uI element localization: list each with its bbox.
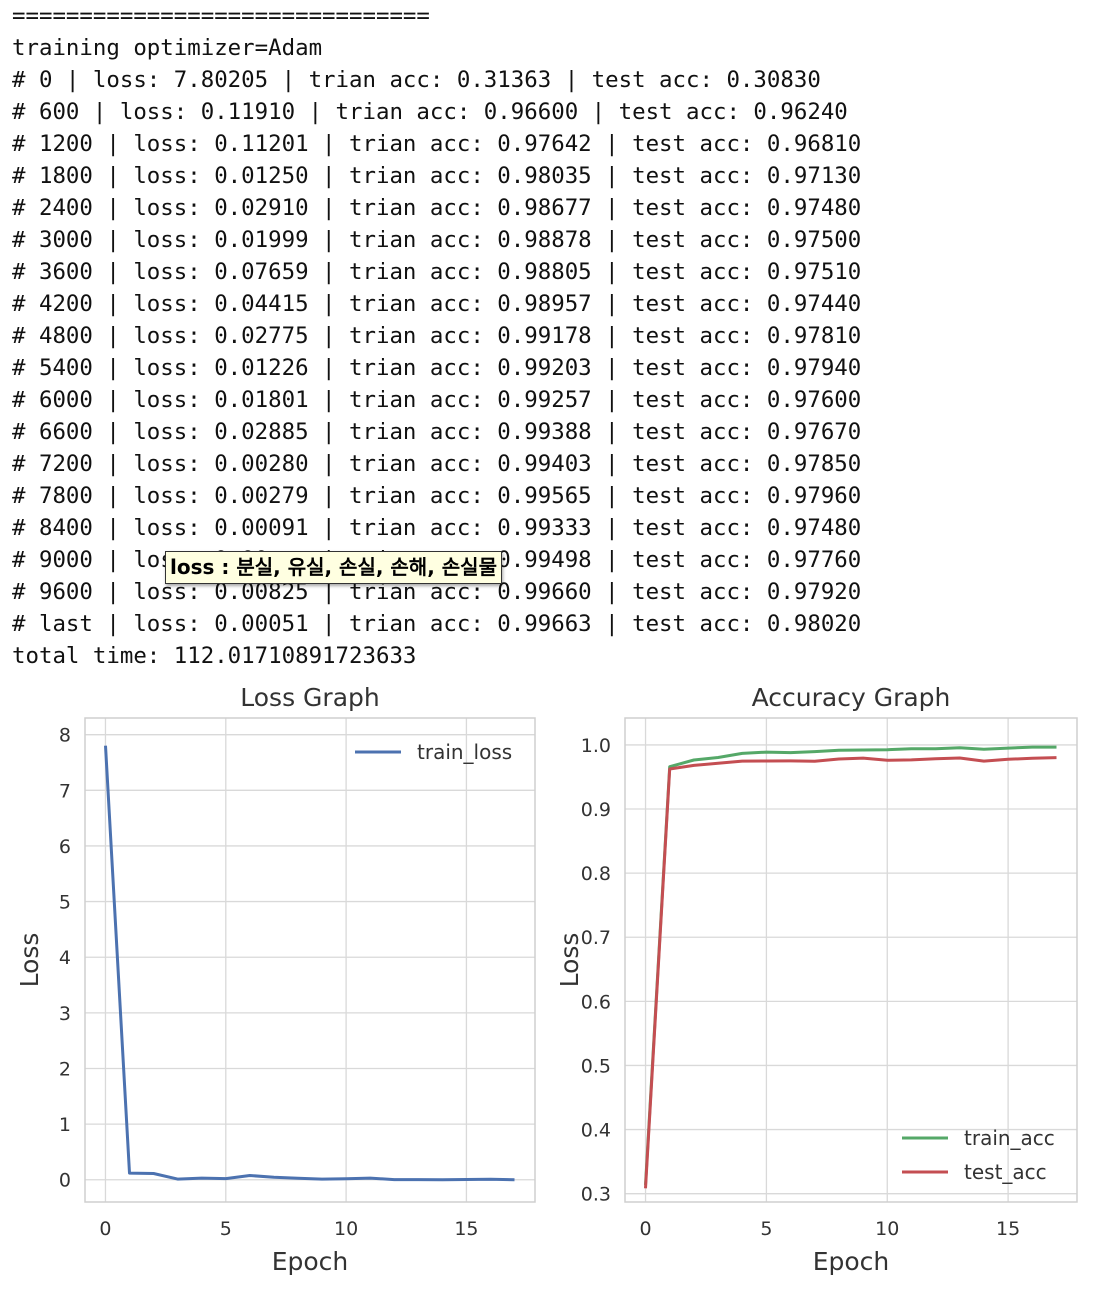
log-line: # 2400 | loss: 0.02910 | trian acc: 0.98… bbox=[12, 195, 862, 221]
log-separator: =============================== bbox=[12, 3, 430, 29]
chart-title: Loss Graph bbox=[240, 683, 379, 712]
log-line: # 1200 | loss: 0.11201 | trian acc: 0.97… bbox=[12, 131, 862, 157]
log-line: # 5400 | loss: 0.01226 | trian acc: 0.99… bbox=[12, 355, 862, 381]
x-axis-label: Epoch bbox=[813, 1247, 890, 1276]
y-tick-label: 0.9 bbox=[581, 799, 611, 821]
x-axis-label: Epoch bbox=[272, 1247, 349, 1276]
plot-frame bbox=[624, 717, 1078, 1203]
log-line: # 7200 | loss: 0.00280 | trian acc: 0.99… bbox=[12, 451, 862, 477]
x-tick-label: 10 bbox=[334, 1218, 358, 1240]
x-tick-label: 0 bbox=[639, 1218, 651, 1240]
y-tick-label: 7 bbox=[59, 780, 71, 802]
log-total-time: total time: 112.01710891723633 bbox=[12, 643, 417, 669]
y-tick-label: 2 bbox=[59, 1058, 71, 1080]
log-line: # 6000 | loss: 0.01801 | trian acc: 0.99… bbox=[12, 387, 862, 413]
log-line: # last | loss: 0.00051 | trian acc: 0.99… bbox=[12, 611, 862, 637]
log-line: # 0 | loss: 7.80205 | trian acc: 0.31363… bbox=[12, 67, 821, 93]
log-line: # 6600 | loss: 0.02885 | trian acc: 0.99… bbox=[12, 419, 862, 445]
y-tick-label: 1 bbox=[59, 1114, 71, 1136]
x-tick-label: 10 bbox=[875, 1218, 899, 1240]
log-line: # 4800 | loss: 0.02775 | trian acc: 0.99… bbox=[12, 323, 862, 349]
y-tick-label: 4 bbox=[59, 947, 71, 969]
y-tick-label: 0.4 bbox=[581, 1120, 611, 1142]
x-tick-label: 15 bbox=[454, 1218, 478, 1240]
legend: train_loss bbox=[355, 740, 512, 764]
log-line: # 7800 | loss: 0.00279 | trian acc: 0.99… bbox=[12, 483, 862, 509]
legend-label: train_loss bbox=[417, 740, 512, 764]
log-header: training optimizer=Adam bbox=[12, 35, 323, 61]
y-tick-label: 0.5 bbox=[581, 1055, 611, 1077]
y-tick-label: 5 bbox=[59, 892, 71, 914]
log-line: # 3600 | loss: 0.07659 | trian acc: 0.98… bbox=[12, 259, 862, 285]
plot-frame bbox=[84, 717, 536, 1203]
y-tick-label: 0.7 bbox=[581, 927, 611, 949]
log-line: # 600 | loss: 0.11910 | trian acc: 0.966… bbox=[12, 99, 848, 125]
chart-title: Accuracy Graph bbox=[752, 683, 951, 712]
dictionary-tooltip: loss : 분실, 유실, 손실, 손해, 손실물 bbox=[165, 551, 502, 584]
accuracy-chart: 0 5 10 15 0.3 0.4 0.5 0.6 0.7 0.8 0.9 1.0 Accuracy G… bbox=[555, 683, 1078, 1276]
y-tick-label: 1.0 bbox=[581, 735, 611, 757]
y-tick-label: 6 bbox=[59, 836, 71, 858]
legend-label: test_acc bbox=[964, 1160, 1047, 1184]
y-tick-label: 0.8 bbox=[581, 863, 611, 885]
y-axis-label: Loss bbox=[15, 933, 44, 988]
x-tick-label: 5 bbox=[760, 1218, 772, 1240]
x-tick-label: 0 bbox=[99, 1218, 111, 1240]
series-line-train_loss bbox=[104, 745, 515, 1182]
training-log: =============================== training … bbox=[12, 0, 861, 672]
legend-label: train_acc bbox=[964, 1126, 1055, 1150]
y-axis-label: Loss bbox=[555, 933, 584, 988]
series-line-train_acc bbox=[644, 745, 1057, 1185]
log-line: # 1800 | loss: 0.01250 | trian acc: 0.98… bbox=[12, 163, 862, 189]
y-tick-label: 0 bbox=[59, 1170, 71, 1192]
legend: train_acc test_acc bbox=[902, 1126, 1055, 1184]
log-line: # 4200 | loss: 0.04415 | trian acc: 0.98… bbox=[12, 291, 862, 317]
y-tick-label: 3 bbox=[59, 1003, 71, 1025]
y-tick-label: 0.6 bbox=[581, 991, 611, 1013]
x-tick-label: 15 bbox=[996, 1218, 1020, 1240]
series-line-test_acc bbox=[644, 756, 1057, 1189]
y-tick-label: 0.3 bbox=[581, 1184, 611, 1206]
loss-chart: 0 5 10 15 0 1 2 3 4 5 6 7 8 Loss Graph Epoch Loss train_… bbox=[15, 683, 536, 1276]
log-line: # 3000 | loss: 0.01999 | trian acc: 0.98… bbox=[12, 227, 862, 253]
log-line: # 8400 | loss: 0.00091 | trian acc: 0.99… bbox=[12, 515, 862, 541]
y-tick-label: 8 bbox=[59, 725, 71, 747]
x-tick-label: 5 bbox=[220, 1218, 232, 1240]
